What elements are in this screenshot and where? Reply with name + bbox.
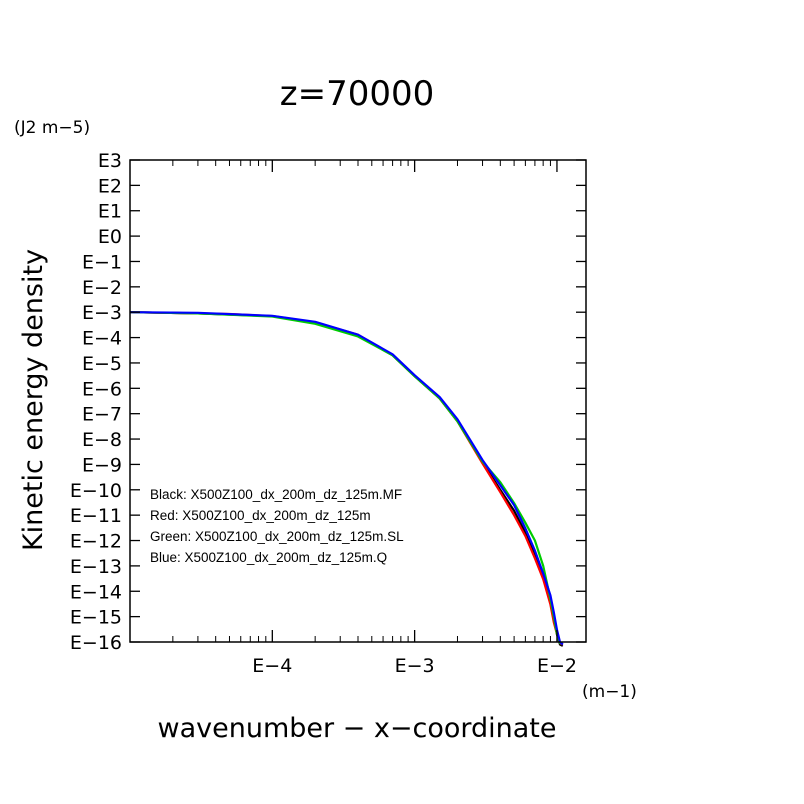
y-tick-label: E−12 — [70, 531, 122, 553]
y-tick-label: E−4 — [82, 328, 122, 350]
x-tick-label: E−2 — [537, 655, 577, 677]
legend-entry: Blue: X500Z100_dx_200m_dz_125m.Q — [150, 550, 387, 565]
legend: Black: X500Z100_dx_200m_dz_125m.MF Red: X… — [150, 487, 404, 565]
y-tick-label: E−1 — [82, 251, 122, 273]
series-layer — [129, 311, 564, 647]
x-tick-label: E−3 — [395, 655, 435, 677]
plot-frame — [129, 159, 587, 643]
y-tick-label: E1 — [98, 201, 122, 223]
chart-title: z=70000 — [280, 74, 435, 114]
y-tick-label: E−9 — [82, 454, 122, 476]
legend-entry: Red: X500Z100_dx_200m_dz_125m — [150, 508, 371, 523]
y-tick-label: E0 — [98, 226, 122, 248]
y-tick-label: E−11 — [70, 505, 122, 527]
legend-entry: Black: X500Z100_dx_200m_dz_125m.MF — [150, 487, 402, 502]
y-tick-label: E−14 — [70, 581, 122, 603]
y-tick-label: E3 — [98, 150, 122, 172]
y-tick-label: E−15 — [70, 607, 122, 629]
y-tick-label: E−7 — [82, 404, 122, 426]
series-line-4 — [129, 311, 564, 646]
y-tick-label: E−6 — [82, 378, 122, 400]
x-tick-label: E−4 — [252, 655, 292, 677]
y-tick-label: E−3 — [82, 302, 122, 324]
y-tick-label: E−10 — [70, 480, 122, 502]
series-line-3 — [129, 311, 563, 645]
legend-entry: Green: X500Z100_dx_200m_dz_125m.SL — [150, 529, 404, 544]
y-tick-label: E−13 — [70, 556, 122, 578]
y-tick-label: E−16 — [70, 632, 122, 654]
x-axis: E−4 E−3 E−2 — [172, 160, 577, 677]
y-axis-title: Kinetic energy density — [18, 249, 49, 551]
x-axis-unit: (m−1) — [582, 682, 637, 702]
y-tick-label: E−2 — [82, 277, 122, 299]
y-tick-label: E−5 — [82, 353, 122, 375]
y-axis-unit: (J2 m−5) — [14, 118, 90, 138]
x-axis-title: wavenumber − x−coordinate — [158, 713, 557, 744]
y-tick-label: E2 — [98, 175, 122, 197]
y-tick-label: E−8 — [82, 429, 122, 451]
y-axis: E3 E2 E1 E0 E−1 E−2 E−3 E−4 E−5 E−6 E−7 E−8 E−9 E−10 E… — [70, 150, 586, 654]
